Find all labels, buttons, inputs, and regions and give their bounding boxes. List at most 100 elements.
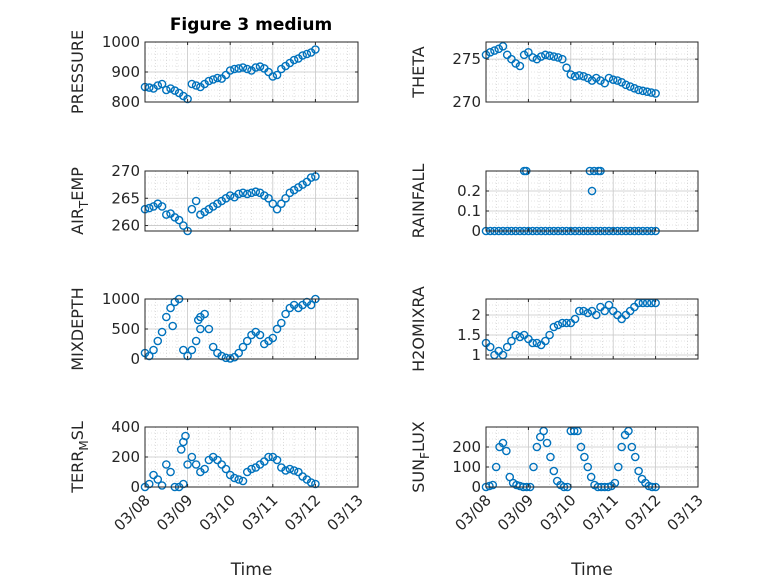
data-point xyxy=(608,75,618,85)
data-point xyxy=(268,199,278,209)
data-point xyxy=(625,82,635,91)
grid-lines xyxy=(485,427,699,488)
y-tick-label: 275 xyxy=(452,50,481,68)
data-point xyxy=(627,442,637,452)
data-point xyxy=(234,475,244,484)
data-point xyxy=(181,431,190,441)
data-point xyxy=(617,77,626,87)
data-point xyxy=(217,351,226,361)
data-point xyxy=(200,464,209,474)
data-point xyxy=(591,310,601,320)
axes-box xyxy=(485,41,699,103)
data-point xyxy=(634,85,643,95)
data-point xyxy=(306,478,316,487)
data-point xyxy=(613,76,622,85)
data-point xyxy=(272,455,282,465)
y-tick-label: 200 xyxy=(111,448,140,466)
data-point xyxy=(532,338,542,348)
data-point xyxy=(591,73,601,83)
axes-box xyxy=(485,426,699,488)
data-point xyxy=(166,84,175,93)
data-point xyxy=(251,63,261,72)
data-point xyxy=(638,86,648,96)
data-point xyxy=(213,199,222,209)
data-point xyxy=(532,442,542,452)
grid-lines xyxy=(144,298,359,360)
data-point xyxy=(247,464,256,474)
data-point xyxy=(485,47,495,57)
y-axis-label: THETA xyxy=(409,46,428,98)
data-point xyxy=(272,70,282,80)
grid-lines xyxy=(144,170,359,231)
data-point xyxy=(613,462,623,472)
data-point xyxy=(586,472,596,482)
data-point xyxy=(545,51,554,61)
series-markers xyxy=(140,45,320,104)
data-point xyxy=(311,45,320,54)
data-point xyxy=(179,345,188,355)
grid-lines xyxy=(485,42,699,103)
data-point xyxy=(289,466,299,475)
data-point xyxy=(179,479,188,489)
data-point xyxy=(191,196,201,206)
data-point xyxy=(242,336,252,346)
data-point xyxy=(491,462,501,472)
data-point xyxy=(264,67,273,77)
data-point xyxy=(298,180,307,189)
data-point xyxy=(166,303,175,313)
subplot-1: 800 900 1000 PRESSURE xyxy=(68,30,359,114)
data-point xyxy=(153,336,163,346)
subplot-7: 0 200 400 03/08 03/09 03/10 03/11 03/12 03/13 TER… xyxy=(68,418,367,580)
data-point xyxy=(272,324,282,334)
data-point xyxy=(183,94,192,104)
grid-lines xyxy=(144,426,359,488)
data-point xyxy=(289,185,299,195)
data-point xyxy=(604,300,614,310)
data-point xyxy=(566,70,576,79)
data-point xyxy=(529,462,538,472)
data-point xyxy=(255,330,265,340)
subplot-5: 0 500 1000 MIXDEPTH xyxy=(68,287,359,371)
data-point xyxy=(642,87,652,97)
data-point xyxy=(306,300,316,310)
x-tick-label: 03/11 xyxy=(579,491,622,534)
data-point xyxy=(179,221,188,230)
x-axis-label: Time xyxy=(230,560,273,580)
data-point xyxy=(196,210,205,219)
series-markers xyxy=(481,41,660,98)
subplot-6: 1 1.5 2 H2OMIXRA xyxy=(409,286,699,372)
x-tick-label: 03/12 xyxy=(281,491,324,534)
y-tick-label: 400 xyxy=(111,418,140,436)
y-tick-label: 1.5 xyxy=(457,326,481,344)
data-point xyxy=(583,462,593,472)
data-point xyxy=(157,79,167,89)
data-point xyxy=(225,354,235,363)
y-tick-label: 260 xyxy=(111,217,140,235)
data-point xyxy=(170,213,180,222)
data-point xyxy=(161,210,171,219)
figure-title: Figure 3 medium xyxy=(170,15,332,35)
data-point xyxy=(490,46,499,55)
data-point xyxy=(187,79,197,89)
axes-box xyxy=(144,170,359,232)
data-point xyxy=(570,314,580,324)
data-point xyxy=(272,204,282,214)
data-point xyxy=(630,83,639,93)
data-point xyxy=(268,72,278,81)
data-point xyxy=(191,81,201,90)
data-point xyxy=(511,330,520,340)
data-point xyxy=(562,63,571,73)
axes-box xyxy=(485,170,699,232)
data-point xyxy=(502,446,511,456)
data-point xyxy=(281,466,290,475)
data-point xyxy=(144,479,154,489)
y-axis-label: PRESSURE xyxy=(68,30,87,114)
data-point xyxy=(238,63,248,72)
data-point xyxy=(583,308,593,318)
data-point xyxy=(553,320,563,330)
data-point xyxy=(234,348,244,358)
data-point xyxy=(242,189,252,199)
data-point xyxy=(507,336,516,346)
